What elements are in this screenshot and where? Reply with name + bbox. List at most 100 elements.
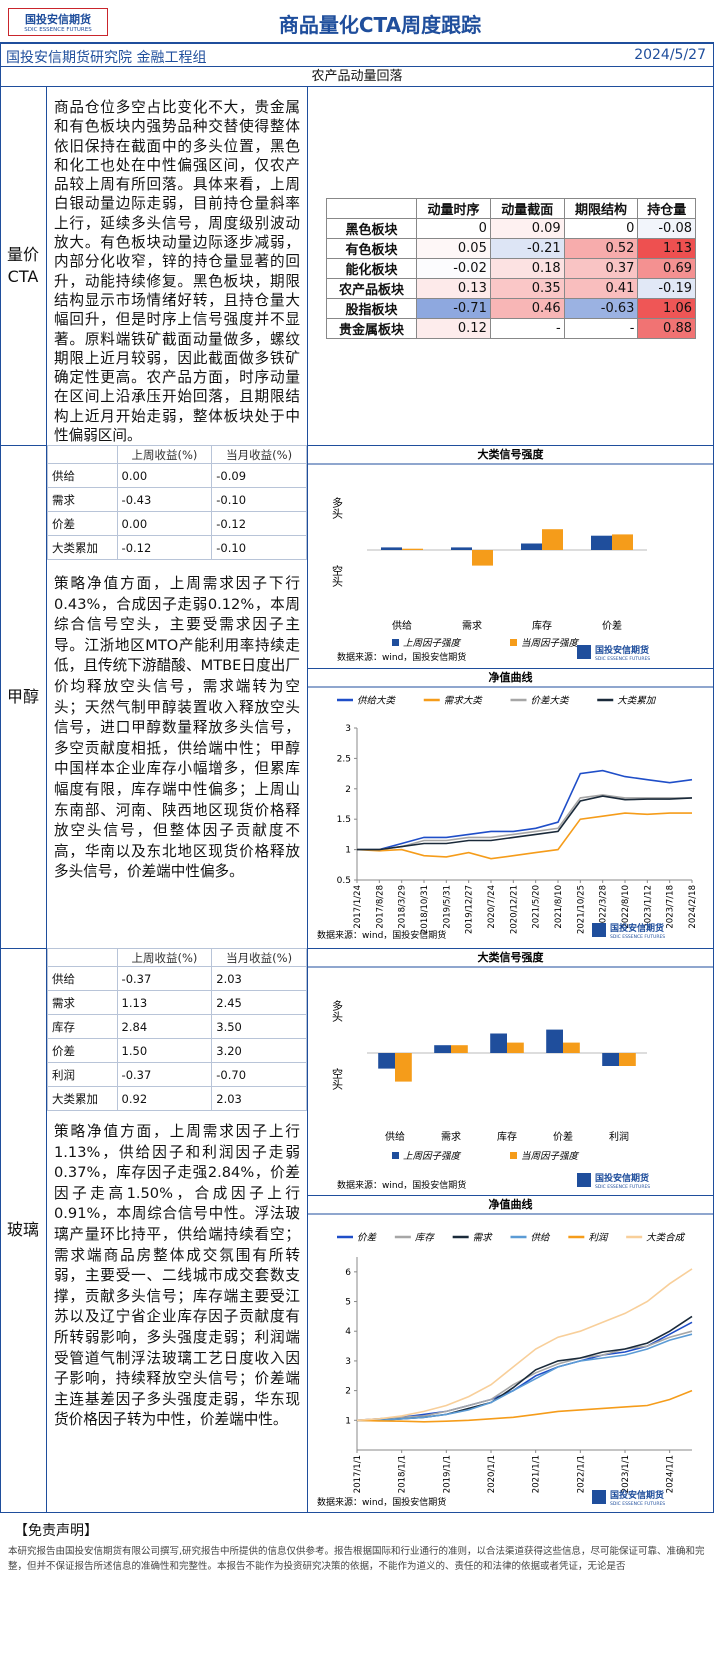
legend-label: 当周因子强度 bbox=[521, 1150, 580, 1162]
cell-value: -0.08 bbox=[637, 218, 696, 239]
y-tick-label: 4 bbox=[345, 1327, 351, 1337]
x-tick-label: 库存 bbox=[532, 619, 552, 632]
section-label: 甲醇 bbox=[0, 445, 46, 948]
table-row: 大类累加 0.92 2.03 bbox=[47, 1086, 307, 1111]
bar bbox=[591, 535, 612, 550]
x-tick-label: 2020/1/1 bbox=[487, 1455, 497, 1493]
table-row: 价差 1.50 3.20 bbox=[47, 1038, 307, 1063]
cell-value: 0.37 bbox=[563, 258, 639, 279]
legend-label: 上周因子强度 bbox=[403, 637, 462, 649]
x-tick-label: 2017/8/28 bbox=[375, 885, 385, 929]
x-tick-label: 2024/2/18 bbox=[688, 885, 698, 929]
label-text: 玻璃 bbox=[6, 1220, 39, 1239]
row-name: 黑色板块 bbox=[325, 218, 418, 239]
x-tick-label: 2019/5/31 bbox=[442, 885, 452, 929]
paragraph: 商品仓位多空占比变化不大，贵金属和有色板块内强势品种交替使得整体依旧保持在截面中… bbox=[54, 99, 300, 445]
section-label: 玻璃 bbox=[0, 948, 46, 1512]
legend-swatch bbox=[510, 639, 517, 646]
rule bbox=[0, 86, 714, 87]
bar bbox=[395, 1053, 412, 1082]
header-row: 动量时序 动量截面 期限结构 持仓量 bbox=[325, 198, 696, 219]
column-header: 动量截面 bbox=[489, 198, 565, 219]
cell-value: 0.00 bbox=[116, 463, 213, 488]
bar bbox=[507, 1042, 524, 1053]
axis-label: 多头 bbox=[331, 999, 344, 1022]
cell-value: -0.37 bbox=[116, 966, 213, 991]
logo-box bbox=[592, 923, 606, 937]
x-tick-label: 2023/1/1 bbox=[621, 1455, 631, 1493]
y-tick-label: 3 bbox=[345, 1357, 351, 1367]
column-header: 上周收益(%) bbox=[116, 445, 213, 464]
table: 上周收益(%) 当月收益(%) 供给 -0.37 2.03 需求 1.13 2.45 库存 2.8… bbox=[47, 948, 307, 1111]
bar bbox=[563, 1042, 580, 1053]
row-name: 价差 bbox=[47, 1038, 118, 1063]
cell-value: - bbox=[563, 318, 639, 339]
label-text: 量价CTA bbox=[6, 244, 39, 286]
logo-en: SDIC ESSENCE FUTURES bbox=[595, 656, 650, 662]
legend-swatch bbox=[392, 639, 399, 646]
table-row: 利润 -0.37 -0.70 bbox=[47, 1062, 307, 1087]
rule bbox=[0, 42, 714, 44]
chart-title: 大类信号强度 bbox=[478, 447, 545, 461]
series-line bbox=[357, 794, 692, 851]
logo-text: 国投安信期货 bbox=[610, 1489, 664, 1501]
row-name: 利润 bbox=[47, 1062, 118, 1087]
cell-value: - bbox=[489, 318, 565, 339]
section-label: 量价CTA bbox=[0, 86, 46, 445]
table-row: 能化板块 -0.02 0.18 0.37 0.69 bbox=[325, 258, 696, 279]
cell-value: 1.13 bbox=[637, 238, 696, 259]
row-name: 库存 bbox=[47, 1014, 118, 1039]
section-title: 农产品动量回落 bbox=[311, 69, 403, 84]
row-name: 股指板块 bbox=[325, 298, 418, 319]
cell-value: -0.12 bbox=[116, 535, 213, 560]
axis-label: 空头 bbox=[331, 564, 344, 587]
cell-value: -0.10 bbox=[211, 487, 307, 512]
cell-value: 0.13 bbox=[416, 278, 491, 299]
x-tick-label: 2021/1/1 bbox=[532, 1455, 542, 1493]
bar bbox=[602, 1053, 619, 1066]
cell-value: 0.09 bbox=[489, 218, 565, 239]
paragraph: 策略净值方面，上周需求因子上行1.13%，供给因子和利润因子走弱0.37%，库存… bbox=[54, 1123, 300, 1429]
date: 2024/5/27 bbox=[634, 47, 706, 63]
cell-value: 0.05 bbox=[416, 238, 491, 259]
rule bbox=[307, 668, 714, 669]
table-row: 贵金属板块 0.12- -0.88 bbox=[325, 318, 696, 339]
disclaimer-text: 本研究报告由国投安信期货有限公司撰写,研究报告中所提供的信息仅供参考。报告根据国… bbox=[8, 1546, 705, 1572]
logo-en: SDIC ESSENCE FUTURES bbox=[595, 1184, 650, 1190]
cell-value: 2.03 bbox=[211, 966, 307, 991]
logo-en: SDIC ESSENCE FUTURES bbox=[610, 934, 665, 940]
column-header: 持仓量 bbox=[637, 198, 696, 219]
table-row: 农产品板块 0.13 0.35 0.41 -0.19 bbox=[325, 278, 696, 299]
row-name: 大类累加 bbox=[47, 1086, 118, 1111]
cell-value: -0.10 bbox=[211, 535, 307, 560]
bar bbox=[451, 1045, 468, 1053]
x-tick-label: 2019/1/1 bbox=[442, 1455, 452, 1493]
x-tick-label: 2024/1/1 bbox=[666, 1455, 676, 1493]
series-line bbox=[357, 769, 693, 851]
x-tick-label: 2018/1/1 bbox=[398, 1455, 408, 1493]
corner-cell bbox=[47, 948, 118, 967]
logo-box bbox=[577, 1173, 591, 1187]
cell-value: -0.09 bbox=[211, 463, 307, 488]
y-tick-label: 1.5 bbox=[337, 815, 351, 825]
table-row: 供给 -0.37 2.03 bbox=[47, 966, 307, 991]
rule bbox=[307, 1195, 714, 1196]
x-tick-label: 2023/1/12 bbox=[643, 885, 653, 929]
column-header: 当月收益(%) bbox=[211, 445, 307, 464]
x-tick-label: 2018/10/31 bbox=[420, 885, 430, 934]
table-row: 大类累加 -0.12 -0.10 bbox=[47, 535, 307, 560]
rule bbox=[0, 1512, 714, 1513]
cell-value: 0.00 bbox=[116, 511, 213, 536]
logo-en: SDIC ESSENCE FUTURES bbox=[24, 27, 92, 33]
line-chart: 净值曲线 1 2 3 4 5 6 2017/1/1 2018/1/1 2019/1/1 2020/1… bbox=[307, 1197, 714, 1508]
legend-label: 当周因子强度 bbox=[521, 637, 580, 649]
x-tick-label: 库存 bbox=[497, 1130, 517, 1143]
y-tick-label: 1 bbox=[345, 846, 351, 856]
x-tick-label: 2017/1/1 bbox=[353, 1455, 363, 1493]
bar bbox=[402, 548, 423, 550]
rule bbox=[46, 86, 47, 1512]
bar bbox=[472, 550, 493, 566]
rule bbox=[0, 948, 714, 949]
logo-text: 国投安信期货 bbox=[610, 922, 664, 934]
row-name: 大类累加 bbox=[47, 535, 118, 560]
